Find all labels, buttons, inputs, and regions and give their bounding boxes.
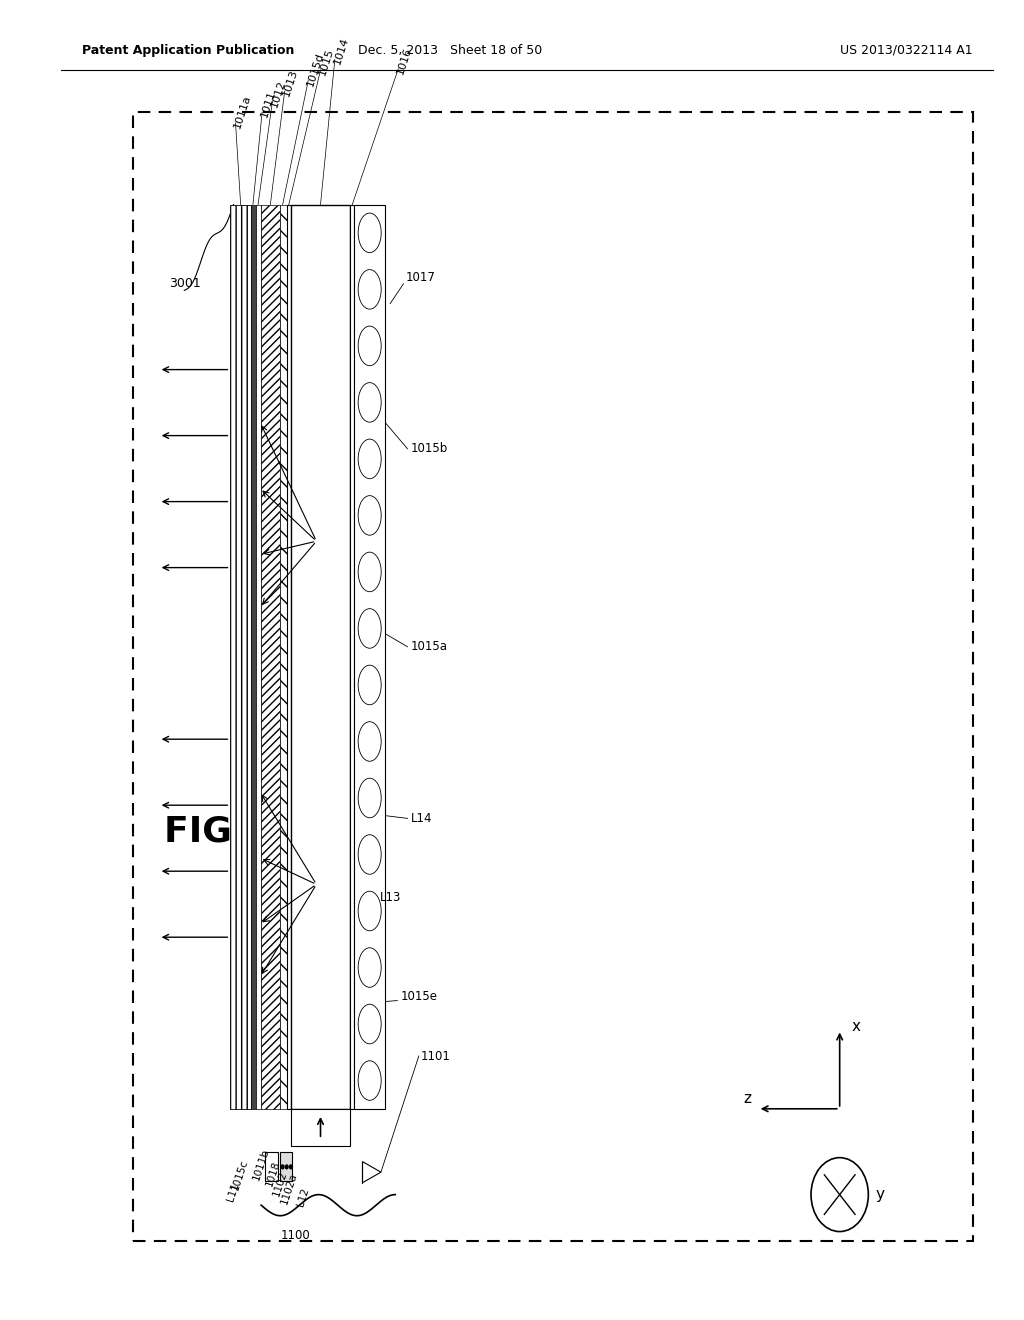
Text: 1011a: 1011a xyxy=(232,94,253,129)
Text: 1017: 1017 xyxy=(406,271,435,284)
Text: 1014: 1014 xyxy=(332,36,350,66)
Text: 1015e: 1015e xyxy=(400,990,437,1003)
Text: 1012: 1012 xyxy=(269,78,288,108)
Text: 1015: 1015 xyxy=(317,46,336,77)
Text: x: x xyxy=(852,1019,861,1035)
Text: L11: L11 xyxy=(225,1181,241,1203)
Text: L12: L12 xyxy=(295,1187,310,1208)
Text: 1011b: 1011b xyxy=(251,1147,270,1181)
Bar xyxy=(287,205,291,1109)
Bar xyxy=(280,205,287,1109)
Text: 1018: 1018 xyxy=(264,1160,282,1188)
Circle shape xyxy=(289,1164,293,1170)
Bar xyxy=(256,205,261,1109)
Bar xyxy=(354,205,385,1109)
Text: US 2013/0322114 A1: US 2013/0322114 A1 xyxy=(840,44,973,57)
Text: 1016: 1016 xyxy=(395,45,414,75)
Text: Patent Application Publication: Patent Application Publication xyxy=(82,44,294,57)
Bar xyxy=(230,205,251,1109)
Bar xyxy=(265,1152,278,1181)
Text: L14: L14 xyxy=(411,812,432,825)
Text: 1015d: 1015d xyxy=(305,50,326,87)
Text: 1102: 1102 xyxy=(271,1170,289,1197)
Text: 1015b: 1015b xyxy=(411,442,447,455)
Text: FIG. 18: FIG. 18 xyxy=(164,814,308,849)
Text: 1015a: 1015a xyxy=(411,640,447,653)
Text: 1015c: 1015c xyxy=(230,1159,250,1192)
Bar xyxy=(133,112,973,1241)
Text: 1101: 1101 xyxy=(421,1049,451,1063)
Bar xyxy=(261,205,280,1109)
Bar xyxy=(291,205,350,1109)
Text: 1011: 1011 xyxy=(259,88,278,119)
Text: z: z xyxy=(743,1090,752,1106)
Text: 1013: 1013 xyxy=(282,67,300,98)
Circle shape xyxy=(281,1164,285,1170)
Bar xyxy=(251,205,256,1109)
Text: 1102a: 1102a xyxy=(280,1171,299,1205)
Bar xyxy=(291,1109,350,1146)
Bar xyxy=(350,205,354,1109)
Circle shape xyxy=(285,1164,289,1170)
Text: y: y xyxy=(876,1187,885,1203)
Text: Dec. 5, 2013   Sheet 18 of 50: Dec. 5, 2013 Sheet 18 of 50 xyxy=(358,44,543,57)
Bar xyxy=(280,1152,292,1181)
Text: 1100: 1100 xyxy=(281,1229,310,1242)
Text: 3001: 3001 xyxy=(169,277,201,290)
Text: L13: L13 xyxy=(380,891,401,904)
